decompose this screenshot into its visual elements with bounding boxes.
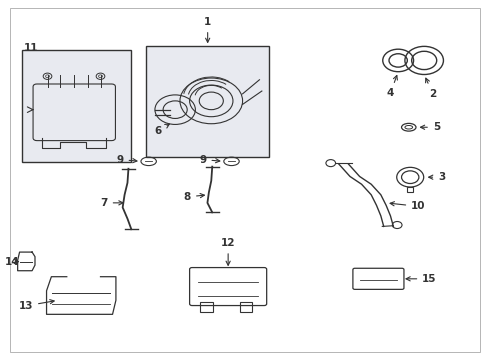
Text: 12: 12 <box>221 238 235 265</box>
Text: 7: 7 <box>100 198 123 208</box>
Bar <box>407 187 413 192</box>
Text: 14: 14 <box>5 257 20 267</box>
Text: 10: 10 <box>390 201 426 211</box>
Bar <box>146 46 269 157</box>
Text: 3: 3 <box>429 172 445 182</box>
Text: 13: 13 <box>19 300 54 311</box>
Text: 9: 9 <box>117 154 137 165</box>
Text: 5: 5 <box>420 122 440 132</box>
Text: 8: 8 <box>184 192 204 202</box>
Text: 11: 11 <box>24 43 38 53</box>
Bar <box>23 50 131 162</box>
Text: 15: 15 <box>406 274 437 284</box>
Bar <box>200 302 213 311</box>
Text: 9: 9 <box>199 154 220 165</box>
Text: 6: 6 <box>155 124 170 136</box>
Text: 2: 2 <box>426 78 436 99</box>
Text: 1: 1 <box>204 17 211 42</box>
Bar <box>240 302 252 311</box>
Text: 4: 4 <box>387 76 397 98</box>
